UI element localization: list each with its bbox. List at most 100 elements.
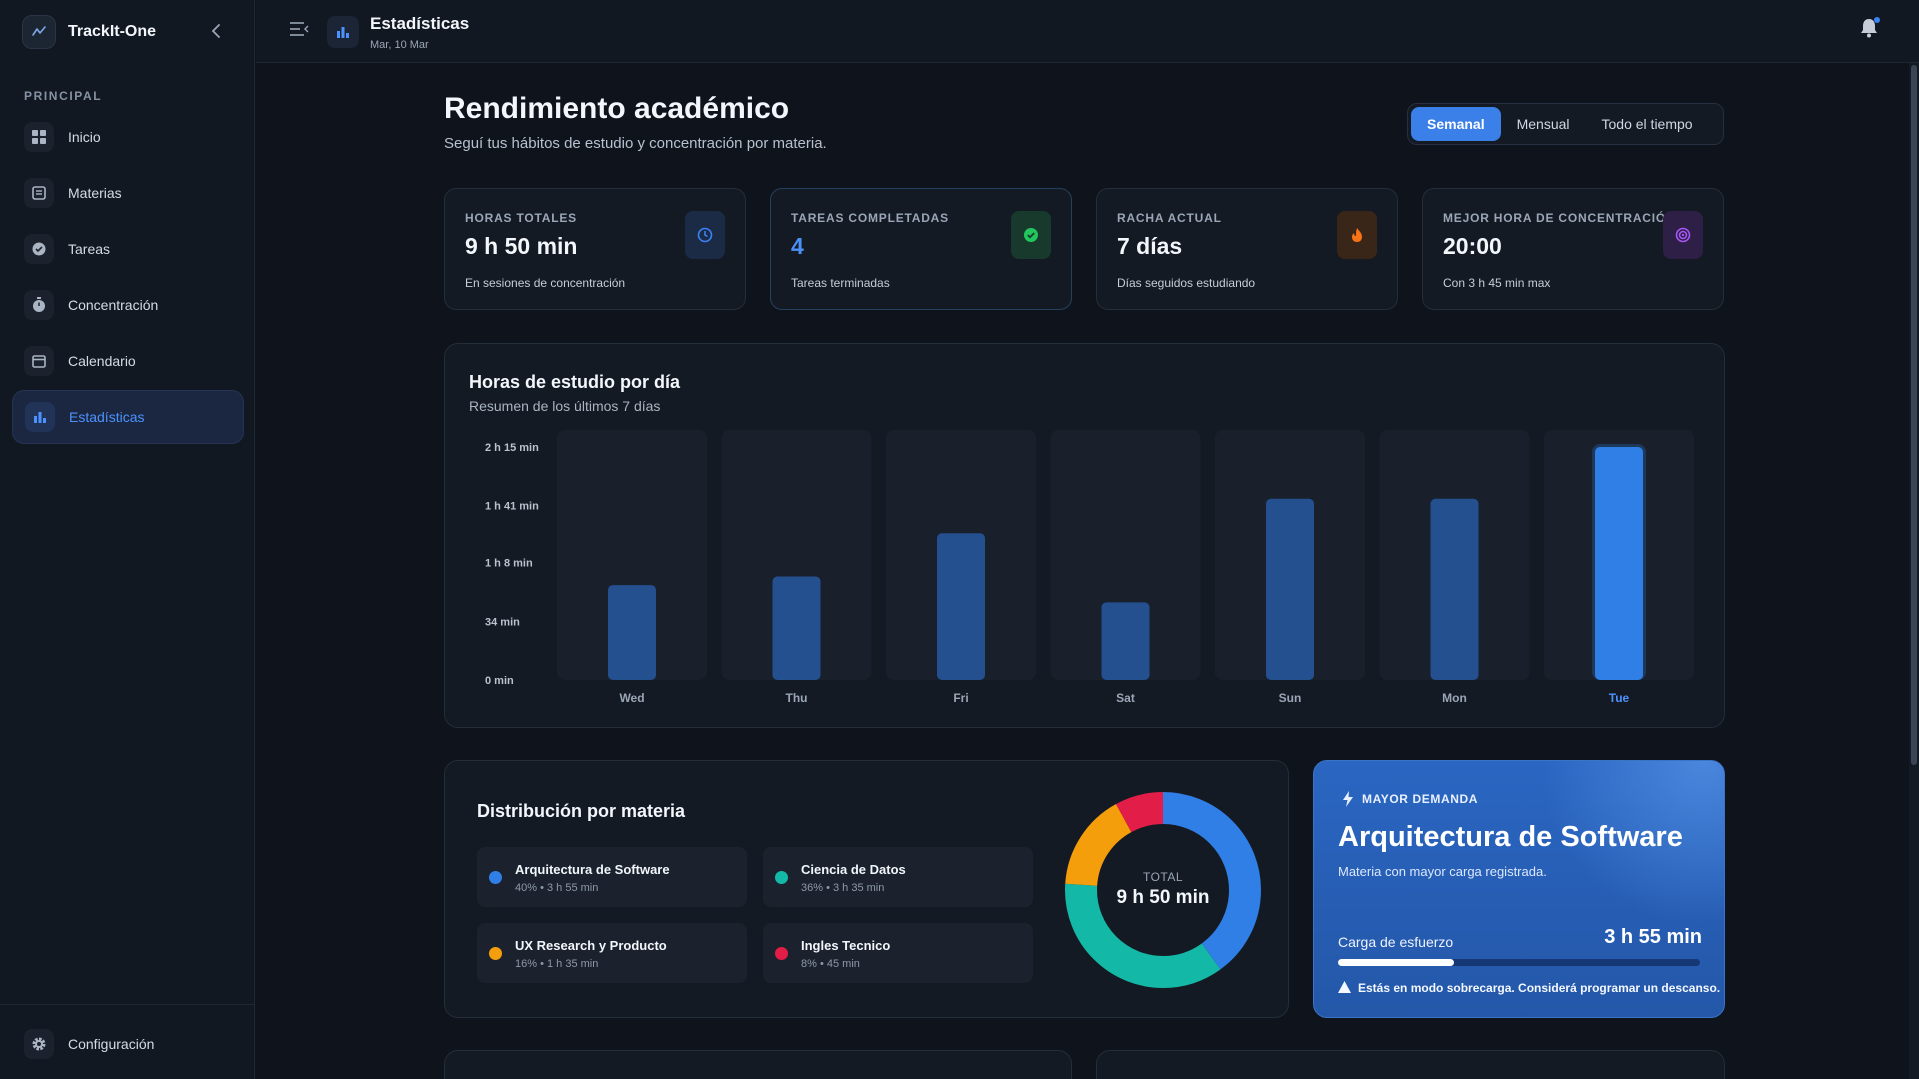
legend-name: Arquitectura de Software: [515, 862, 670, 877]
stat-value: 20:00: [1443, 233, 1502, 259]
bar-wed[interactable]: [608, 585, 656, 680]
book-icon: [24, 178, 54, 208]
sidebar-item-materias[interactable]: Materias: [12, 166, 244, 220]
x-tick-label: Fri: [953, 691, 968, 705]
bar-column-bg: [1050, 430, 1201, 680]
bar-tue[interactable]: [1595, 447, 1643, 680]
y-tick-label: 0 min: [485, 675, 514, 687]
bar-chart-icon: [327, 16, 359, 48]
menu-toggle-button[interactable]: [288, 18, 310, 40]
bar-chart-icon: [25, 402, 55, 432]
legend-item-ux-research[interactable]: UX Research y Producto 16% • 1 h 35 min: [477, 923, 747, 983]
calendar-icon: [24, 346, 54, 376]
stat-label: HORAS TOTALES: [465, 211, 577, 225]
sidebar-item-configuracion[interactable]: Configuración: [12, 1017, 244, 1071]
legend-item-arquitectura[interactable]: Arquitectura de Software 40% • 3 h 55 mi…: [477, 847, 747, 907]
stat-card-horas-totales: HORAS TOTALES 9 h 50 min En sesiones de …: [444, 188, 746, 310]
x-tick-label: Tue: [1609, 691, 1630, 705]
demand-subject: Arquitectura de Software: [1338, 821, 1683, 853]
legend-meta: 36% • 3 h 35 min: [801, 882, 885, 894]
legend-meta: 16% • 1 h 35 min: [515, 958, 599, 970]
menu-icon: [290, 22, 309, 36]
sidebar-item-concentracion[interactable]: Concentración: [12, 278, 244, 332]
collapse-sidebar-button[interactable]: [206, 20, 226, 42]
legend-meta: 40% • 3 h 55 min: [515, 882, 599, 894]
sidebar-item-inicio[interactable]: Inicio: [12, 110, 244, 164]
legend-item-ciencia-datos[interactable]: Ciencia de Datos 36% • 3 h 35 min: [763, 847, 1033, 907]
sidebar-item-label: Configuración: [68, 1036, 155, 1052]
page-header-date: Mar, 10 Mar: [370, 39, 429, 51]
time-range-selector: Semanal Mensual Todo el tiempo: [1407, 103, 1724, 145]
load-progress-fill: [1338, 959, 1454, 966]
load-value: 3 h 55 min: [1604, 926, 1702, 948]
check-circle-icon: [24, 234, 54, 264]
bar-sun[interactable]: [1266, 498, 1314, 680]
tab-todo-el-tiempo[interactable]: Todo el tiempo: [1601, 116, 1693, 132]
legend-item-ingles-tecnico[interactable]: Ingles Tecnico 8% • 45 min: [763, 923, 1033, 983]
donut-slice-3[interactable]: [1065, 792, 1261, 988]
scroll-thumb[interactable]: [1911, 65, 1917, 765]
stat-card-racha-actual: RACHA ACTUAL 7 días Días seguidos estudi…: [1096, 188, 1398, 310]
legend-name: Ingles Tecnico: [801, 938, 891, 953]
stat-label: RACHA ACTUAL: [1117, 211, 1222, 225]
stat-note: Con 3 h 45 min max: [1443, 276, 1551, 290]
sidebar-item-tareas[interactable]: Tareas: [12, 222, 244, 276]
donut-total-value: 9 h 50 min: [1116, 887, 1210, 908]
overload-warning: Estás en modo sobrecarga. Considerá prog…: [1358, 981, 1721, 995]
bell-icon: [1861, 19, 1877, 38]
dashboard-icon: [24, 122, 54, 152]
chart-subtitle: Resumen de los últimos 7 días: [469, 398, 661, 414]
target-icon: [1663, 211, 1703, 259]
y-tick-label: 2 h 15 min: [485, 442, 539, 454]
page-scrollbar[interactable]: [1909, 63, 1919, 1079]
bar-sat[interactable]: [1101, 602, 1150, 680]
sidebar: TrackIt-One PRINCIPAL Inicio Materias Ta…: [0, 0, 255, 1079]
donut-slice-1[interactable]: [1065, 792, 1261, 988]
sidebar-item-label: Tareas: [68, 241, 111, 257]
lightning-icon: [1343, 791, 1353, 807]
x-tick-label: Mon: [1442, 691, 1467, 705]
distribution-title: Distribución por materia: [477, 801, 686, 821]
bar-thu[interactable]: [772, 576, 821, 680]
brand[interactable]: TrackIt-One: [22, 14, 156, 50]
load-label: Carga de esfuerzo: [1338, 934, 1454, 950]
stat-note: Tareas terminadas: [791, 276, 890, 290]
load-progress-bar: [1338, 959, 1700, 966]
x-tick-label: Thu: [786, 691, 808, 705]
legend-meta: 8% • 45 min: [801, 958, 860, 970]
notification-dot: [1874, 17, 1880, 23]
chart-title: Horas de estudio por día: [469, 372, 681, 392]
highest-demand-card: MAYOR DEMANDA Arquitectura de Software M…: [1313, 760, 1725, 1018]
stat-value: 4: [791, 233, 804, 259]
chevron-left-icon: [211, 24, 220, 38]
sidebar-item-calendario[interactable]: Calendario: [12, 334, 244, 388]
main-nav: Inicio Materias Tareas Concentración Cal…: [12, 110, 244, 446]
y-tick-label: 34 min: [485, 616, 520, 628]
stat-note: En sesiones de concentración: [465, 276, 626, 290]
sidebar-footer: Configuración: [0, 1004, 254, 1079]
sidebar-item-label: Calendario: [68, 353, 136, 369]
sidebar-item-estadisticas[interactable]: Estadísticas: [12, 390, 244, 444]
stat-card-mejor-hora: MEJOR HORA DE CONCENTRACIÓN 20:00 Con 3 …: [1422, 188, 1724, 310]
bottom-card-right: [1096, 1050, 1725, 1079]
stat-value: 7 días: [1117, 233, 1183, 259]
tab-mensual[interactable]: Mensual: [1516, 116, 1570, 132]
y-tick-label: 1 h 8 min: [485, 558, 533, 570]
sidebar-item-label: Estadísticas: [69, 409, 145, 425]
bar-mon[interactable]: [1430, 498, 1479, 680]
tab-semanal[interactable]: Semanal: [1411, 107, 1501, 141]
donut-total-label: TOTAL: [1142, 870, 1184, 884]
sidebar-item-label: Materias: [68, 185, 122, 201]
bar-fri[interactable]: [937, 533, 985, 680]
app-logo-icon: [22, 15, 56, 49]
study-hours-chart-card: Horas de estudio por día Resumen de los …: [444, 343, 1725, 728]
stat-value: 9 h 50 min: [465, 233, 578, 259]
notifications-button[interactable]: [1860, 18, 1882, 42]
bottom-card-left: [444, 1050, 1072, 1079]
demand-tag: MAYOR DEMANDA: [1362, 792, 1479, 806]
demand-subtitle: Materia con mayor carga registrada.: [1338, 864, 1547, 879]
legend-name: Ciencia de Datos: [801, 862, 906, 877]
sidebar-item-label: Concentración: [68, 297, 159, 313]
legend-dot: [775, 871, 788, 884]
page-header-title: Estadísticas: [370, 14, 470, 33]
